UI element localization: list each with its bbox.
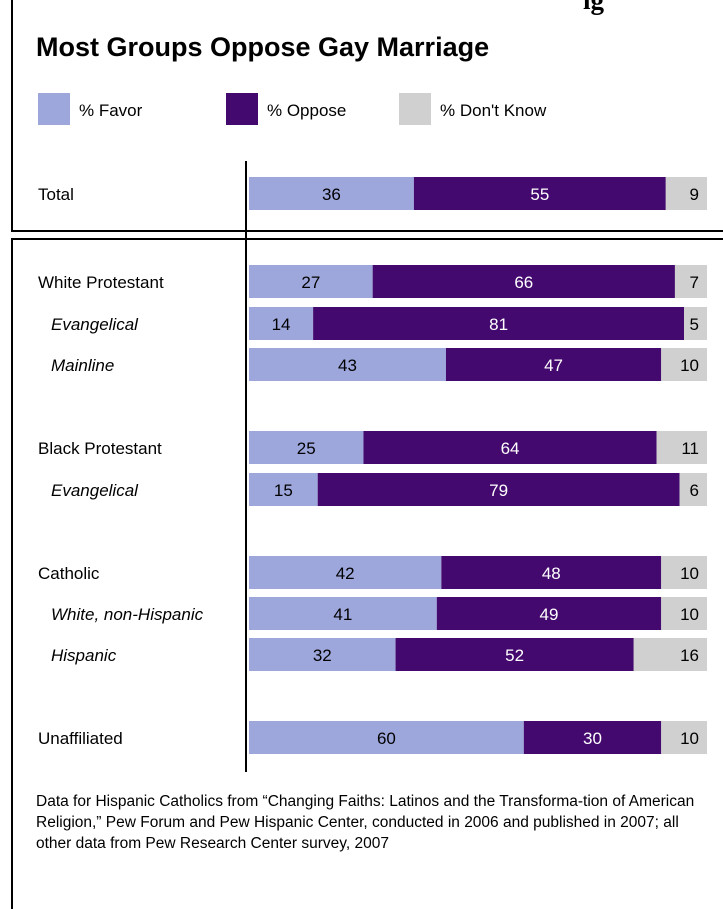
data-label: 25 [297,439,316,458]
category-label: Total [38,185,74,204]
chart-row: Total 36 55 9 [38,177,707,210]
bar-segment [249,431,364,464]
data-label: 55 [530,185,549,204]
bar-segment [656,431,707,464]
chart-row: Evangelical 15 79 6 [51,473,707,506]
bar-segment [313,307,685,340]
legend-label: % Oppose [267,101,346,120]
bar-segment [523,721,662,754]
data-label: 81 [489,315,508,334]
data-label: 10 [680,605,699,624]
bar-segment [249,638,396,671]
bar-segment [674,265,707,298]
data-label: 15 [274,481,293,500]
legend-item: % Favor [38,93,143,125]
bar-segment [441,556,662,589]
chart-row: Evangelical 14 81 5 [51,307,707,340]
bar-segment [445,348,662,381]
chart-row: Black Protestant 25 64 11 [38,431,707,464]
data-label: 42 [336,564,355,583]
bar-segment [372,265,675,298]
footnote: Data for Hispanic Catholics from “Changi… [36,793,695,852]
data-label: 66 [514,273,533,292]
bar-segment [661,556,707,589]
legend-swatch [38,93,70,125]
bar-segment [679,473,707,506]
category-label: Evangelical [51,481,139,500]
clipped-heading-text: ig [583,0,605,15]
data-label: 43 [338,356,357,375]
category-label: Catholic [38,564,100,583]
legend-item: % Oppose [226,93,346,125]
bar-segment [413,177,666,210]
category-label: Evangelical [51,315,139,334]
data-label: 79 [489,481,508,500]
chart-title: Most Groups Oppose Gay Marriage [36,32,489,62]
data-label: 7 [690,273,699,292]
bar-segment [249,721,524,754]
data-label: 10 [680,729,699,748]
bar-segment [249,556,442,589]
legend-item: % Don't Know [399,93,547,125]
category-label: Black Protestant [38,439,162,458]
data-label: 49 [540,605,559,624]
data-label: 32 [313,646,332,665]
chart-rows: Total 36 55 9 White Protestant 27 66 7 Evangelic… [38,177,707,754]
top-frame [11,0,723,232]
bar-segment [363,431,657,464]
category-label: Hispanic [51,646,117,665]
data-label: 64 [501,439,520,458]
bottom-frame [11,238,723,909]
bar-segment [249,307,314,340]
data-label: 52 [505,646,524,665]
data-label: 11 [681,439,699,458]
category-label: Mainline [51,356,114,375]
bar-segment [249,177,414,210]
chart-row: Hispanic 32 52 16 [51,638,707,671]
bar-segment [317,473,680,506]
bar-segment [665,177,707,210]
data-label: 30 [583,729,602,748]
chart-row: Mainline 43 47 10 [51,348,707,381]
category-label: White, non-Hispanic [51,605,204,624]
data-label: 14 [272,315,291,334]
legend-label: % Don't Know [440,101,547,120]
bar-segment [661,721,707,754]
data-label: 47 [544,356,563,375]
data-label: 48 [542,564,561,583]
data-label: 5 [690,315,699,334]
bar-segment [633,638,707,671]
legend-swatch [399,93,431,125]
legend-label: % Favor [79,101,143,120]
bar-segment [249,348,446,381]
bar-segment [661,348,707,381]
bar-segment [249,473,318,506]
category-label: White Protestant [38,273,164,292]
data-label: 27 [301,273,320,292]
category-label: Unaffiliated [38,729,123,748]
chart-row: Unaffiliated 60 30 10 [38,721,707,754]
data-label: 6 [690,481,699,500]
data-label: 10 [680,356,699,375]
bar-segment [661,597,707,630]
legend: % Favor % Oppose % Don't Know [38,93,547,125]
bar-segment [395,638,634,671]
data-label: 16 [680,646,699,665]
data-label: 10 [680,564,699,583]
data-label: 9 [690,185,699,204]
data-label: 60 [377,729,396,748]
chart-row: White Protestant 27 66 7 [38,265,707,298]
data-label: 36 [322,185,341,204]
bar-segment [684,307,707,340]
bar-segment [249,597,437,630]
chart-row: Catholic 42 48 10 [38,556,707,589]
data-label: 41 [333,605,352,624]
legend-swatch [226,93,258,125]
bar-segment [436,597,662,630]
chart-row: White, non-Hispanic 41 49 10 [51,597,707,630]
chart-frames [11,0,723,909]
bar-segment [249,265,373,298]
